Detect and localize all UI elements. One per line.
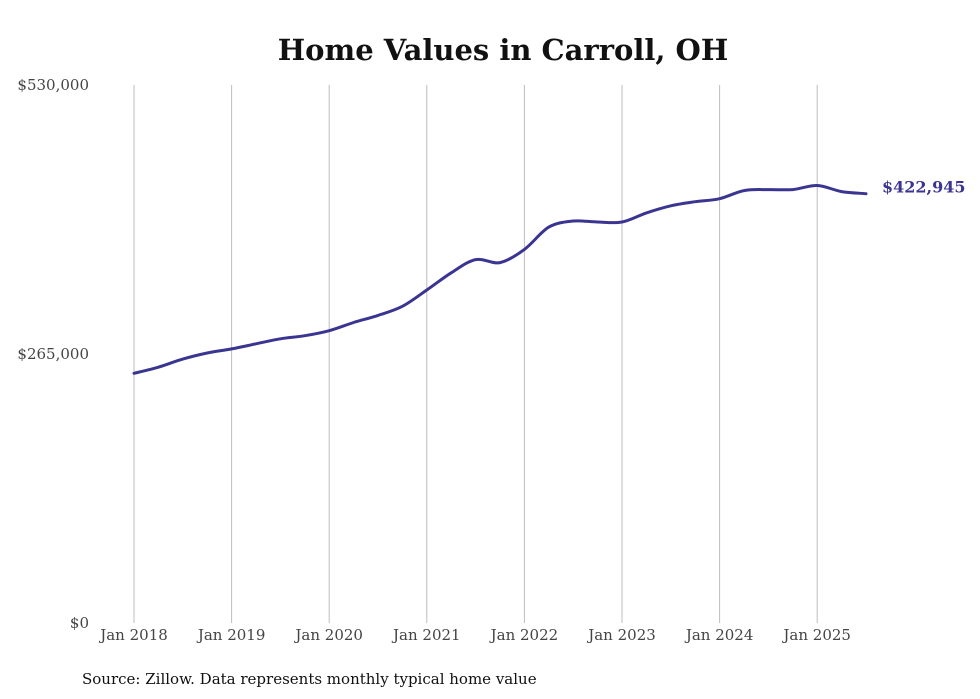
x-tick-label: Jan 2023 (586, 626, 656, 644)
end-value-label: $422,945 (882, 178, 966, 197)
y-tick-label: $530,000 (17, 76, 89, 94)
x-tick-label: Jan 2020 (293, 626, 363, 644)
x-tick-label: Jan 2019 (196, 626, 266, 644)
chart-title: Home Values in Carroll, OH (278, 33, 728, 67)
y-axis-ticks: $0 $265,000 $530,000 (17, 76, 89, 632)
series-line-home-value (132, 183, 868, 375)
y-tick-label: $265,000 (17, 345, 89, 363)
y-tick-label: $0 (70, 614, 89, 632)
x-axis-ticks: Jan 2018 Jan 2019 Jan 2020 Jan 2021 Jan 2022… (98, 626, 851, 644)
source-note: Source: Zillow. Data represents monthly … (82, 670, 537, 688)
x-tick-label: Jan 2025 (781, 626, 851, 644)
x-tick-label: Jan 2021 (391, 626, 461, 644)
x-tick-label: Jan 2024 (684, 626, 754, 644)
grid-lines (133, 85, 818, 623)
x-tick-label: Jan 2018 (98, 626, 168, 644)
x-tick-label: Jan 2022 (489, 626, 559, 644)
